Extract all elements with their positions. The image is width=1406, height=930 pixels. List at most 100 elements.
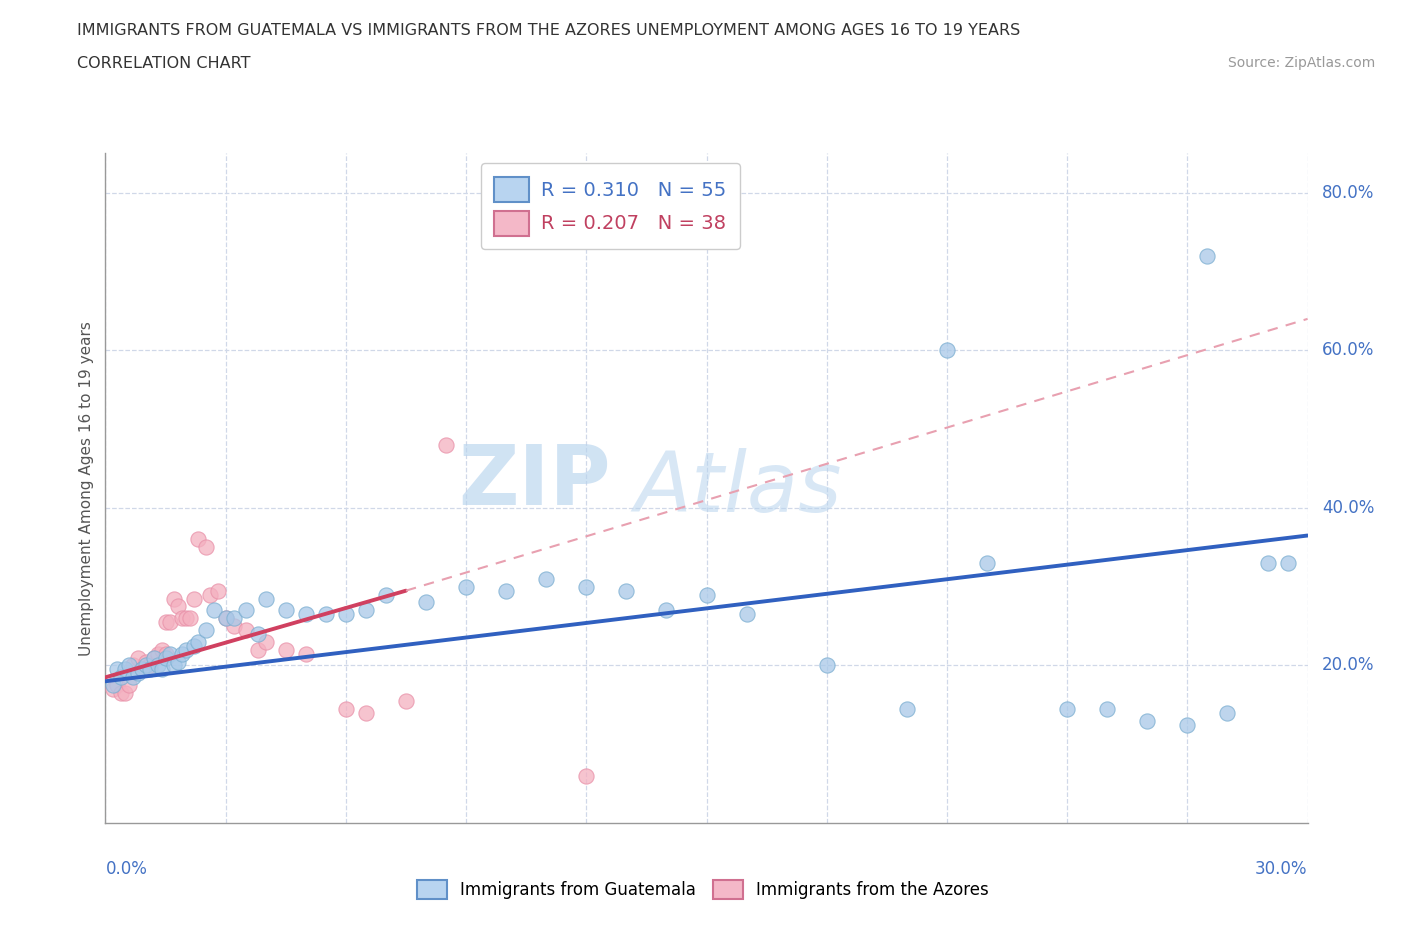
Point [150,662,173,677]
Text: 20.0%: 20.0% [1322,657,1375,674]
Point [187,532,209,547]
Point [110,670,132,684]
Point [107,662,129,677]
Point [135,658,157,673]
Text: CORRELATION CHART: CORRELATION CHART [77,56,250,71]
Point [1136,713,1159,728]
Point [295,607,318,622]
Point [162,658,184,673]
Point [222,611,245,626]
Point [495,583,517,598]
Point [235,603,257,618]
Point [214,611,236,626]
Point [127,650,149,665]
Point [254,591,277,606]
Point [187,634,209,649]
Point [896,701,918,716]
Text: Source: ZipAtlas.com: Source: ZipAtlas.com [1227,56,1375,70]
Point [114,685,136,700]
Point [395,694,418,709]
Point [254,634,277,649]
Point [335,607,357,622]
Text: Atlas: Atlas [634,447,842,529]
Point [274,603,297,618]
Point [103,682,125,697]
Legend: R = 0.310   N = 55, R = 0.207   N = 38: R = 0.310 N = 55, R = 0.207 N = 38 [481,163,740,249]
Point [815,658,838,673]
Point [434,437,457,452]
Point [936,343,959,358]
Point [142,650,165,665]
Point [114,662,136,677]
Point [1277,555,1299,570]
Text: 30.0%: 30.0% [1256,860,1308,878]
Point [214,611,236,626]
Point [174,611,197,626]
Point [1197,248,1219,263]
Y-axis label: Unemployment Among Ages 16 to 19 years: Unemployment Among Ages 16 to 19 years [79,321,94,656]
Text: 0.0%: 0.0% [105,860,148,878]
Point [246,627,269,642]
Point [183,591,205,606]
Point [110,685,132,700]
Point [735,607,758,622]
Point [534,571,557,586]
Point [162,591,184,606]
Point [146,646,169,661]
Point [170,646,193,661]
Point [696,587,718,602]
Point [354,705,377,720]
Point [202,603,225,618]
Text: 80.0%: 80.0% [1322,184,1375,202]
Point [122,670,145,684]
Point [118,678,141,693]
Point [354,603,377,618]
Point [170,611,193,626]
Point [138,658,160,673]
Point [174,643,197,658]
Point [1097,701,1119,716]
Point [1257,555,1279,570]
Point [179,611,201,626]
Point [1056,701,1078,716]
Point [222,618,245,633]
Point [166,654,188,669]
Point [335,701,357,716]
Legend: Immigrants from Guatemala, Immigrants from the Azores: Immigrants from Guatemala, Immigrants fr… [409,871,997,908]
Point [107,678,129,693]
Point [159,646,181,661]
Point [194,622,217,637]
Point [274,643,297,658]
Text: IMMIGRANTS FROM GUATEMALA VS IMMIGRANTS FROM THE AZORES UNEMPLOYMENT AMONG AGES : IMMIGRANTS FROM GUATEMALA VS IMMIGRANTS … [77,23,1021,38]
Point [207,583,229,598]
Point [118,658,141,673]
Point [127,666,149,681]
Text: 40.0%: 40.0% [1322,498,1375,517]
Point [142,650,165,665]
Point [138,662,160,677]
Point [159,615,181,630]
Point [454,579,477,594]
Point [575,768,598,783]
Point [194,540,217,555]
Point [122,658,145,673]
Point [374,587,398,602]
Point [150,643,173,658]
Point [315,607,337,622]
Point [135,654,157,669]
Point [183,638,205,653]
Point [103,678,125,693]
Point [1177,717,1199,732]
Point [1216,705,1239,720]
Point [131,662,153,677]
Point [415,595,437,610]
Point [655,603,678,618]
Text: ZIP: ZIP [458,441,610,522]
Point [976,555,998,570]
Point [575,579,598,594]
Point [616,583,638,598]
Point [246,643,269,658]
Point [235,622,257,637]
Point [155,615,177,630]
Point [166,599,188,614]
